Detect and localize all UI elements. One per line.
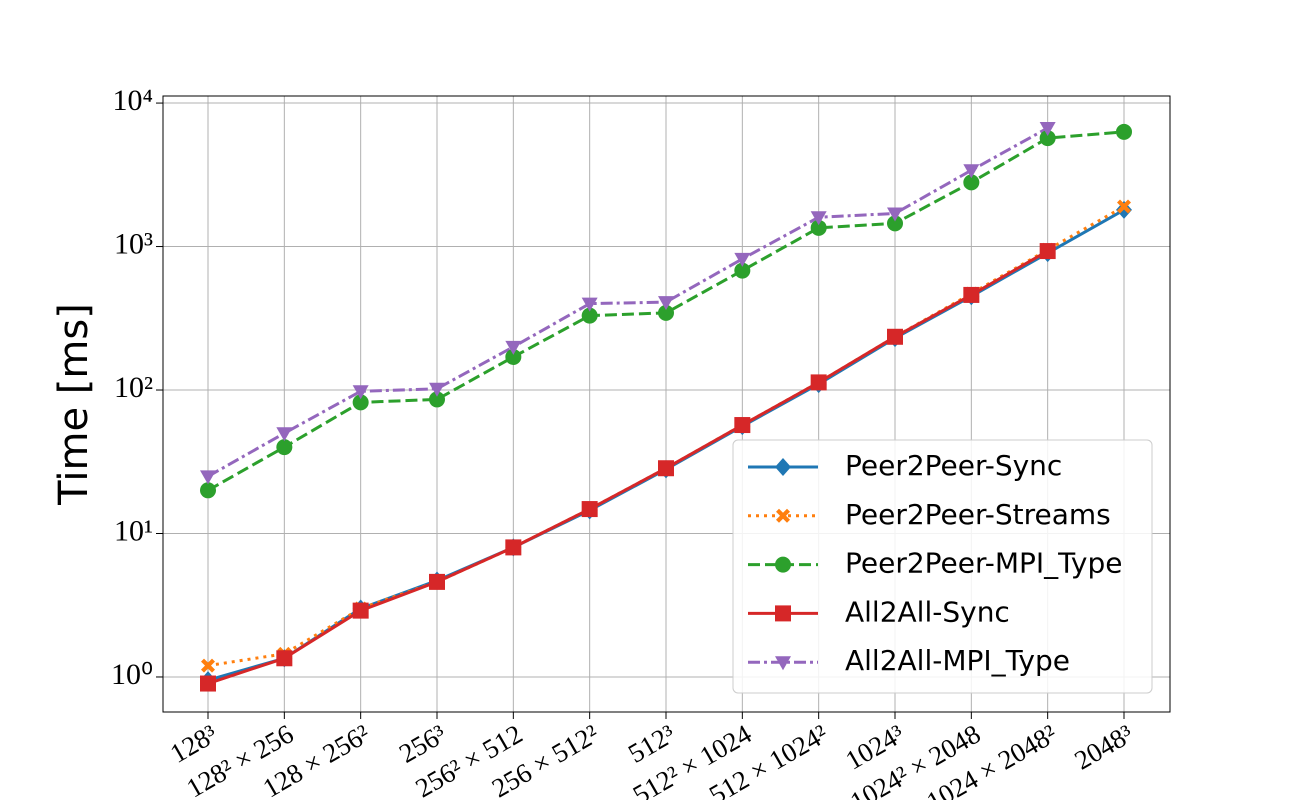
legend-label: All2All-Sync <box>845 595 1010 628</box>
marker <box>352 385 369 400</box>
marker <box>887 207 903 222</box>
y-axis-label: Time [ms] <box>51 303 97 506</box>
marker <box>963 164 980 179</box>
legend-label: Peer2Peer-Streams <box>845 498 1111 531</box>
marker <box>1039 130 1056 147</box>
marker <box>1039 122 1056 137</box>
marker <box>505 539 522 556</box>
marker <box>734 417 751 434</box>
legend-marker <box>775 458 791 476</box>
marker <box>963 286 980 303</box>
y-tick-label: 10⁴ <box>113 84 153 117</box>
marker <box>658 460 674 477</box>
legend-marker <box>776 508 790 523</box>
marker <box>658 304 674 321</box>
marker <box>429 573 445 590</box>
marker <box>1116 123 1132 140</box>
legend-box <box>732 439 1153 694</box>
legend-marker <box>775 605 791 622</box>
series-line <box>207 126 1049 478</box>
marker <box>734 262 751 279</box>
marker <box>276 439 293 456</box>
marker <box>200 675 216 692</box>
y-tick-label: 10⁰ <box>111 658 153 691</box>
marker <box>963 174 980 191</box>
legend-label: Peer2Peer-Sync <box>845 449 1062 482</box>
plot-frame <box>162 95 1171 713</box>
marker <box>810 211 827 226</box>
marker <box>581 297 598 312</box>
marker <box>505 340 522 355</box>
legend-label: All2All-MPI_Type <box>845 644 1070 677</box>
legend-label: Peer2Peer-MPI_Type <box>845 547 1122 580</box>
y-tick-label: 10² <box>114 371 153 404</box>
marker <box>581 307 598 324</box>
marker <box>658 296 674 311</box>
marker <box>200 470 216 485</box>
marker <box>276 650 293 667</box>
marker <box>352 602 369 619</box>
marker <box>276 427 293 442</box>
marker <box>734 252 751 267</box>
series-line <box>207 249 1049 685</box>
marker <box>887 328 903 345</box>
marker <box>505 348 522 365</box>
marker <box>429 391 445 408</box>
legend-marker <box>775 556 791 573</box>
marker <box>429 382 445 397</box>
marker <box>201 658 215 673</box>
marker <box>581 501 598 518</box>
marker <box>200 482 216 499</box>
marker <box>810 374 827 391</box>
marker <box>1039 243 1056 260</box>
marker <box>810 219 827 236</box>
marker <box>1117 199 1131 214</box>
marker <box>352 394 369 411</box>
y-tick-label: 10³ <box>114 227 153 260</box>
marker <box>887 215 903 232</box>
legend-marker <box>775 656 791 671</box>
y-tick-label: 10¹ <box>114 514 153 547</box>
